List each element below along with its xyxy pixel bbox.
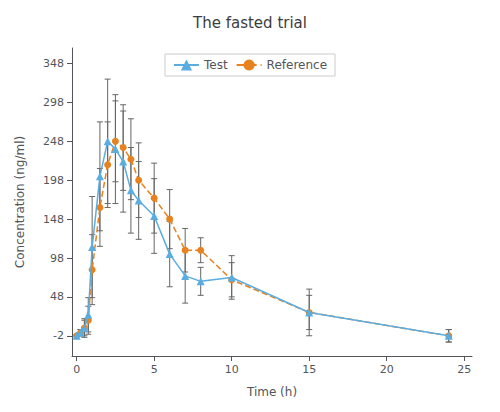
svg-text:298: 298 <box>43 96 64 109</box>
svg-text:20: 20 <box>380 363 394 376</box>
svg-text:98: 98 <box>50 252 64 265</box>
svg-text:Reference: Reference <box>267 58 327 72</box>
svg-text:Test: Test <box>203 58 228 72</box>
svg-text:10: 10 <box>225 363 239 376</box>
svg-text:348: 348 <box>43 57 64 70</box>
svg-text:The fasted trial: The fasted trial <box>192 14 307 32</box>
svg-text:15: 15 <box>302 363 316 376</box>
svg-text:148: 148 <box>43 213 64 226</box>
svg-text:25: 25 <box>457 363 471 376</box>
svg-text:5: 5 <box>151 363 158 376</box>
svg-text:Time (h): Time (h) <box>246 385 297 399</box>
svg-text:Concentration (ng/ml): Concentration (ng/ml) <box>13 136 27 268</box>
svg-text:-2: -2 <box>53 329 64 342</box>
svg-text:248: 248 <box>43 135 64 148</box>
svg-text:198: 198 <box>43 174 64 187</box>
svg-text:48: 48 <box>50 290 64 303</box>
svg-text:0: 0 <box>73 363 80 376</box>
